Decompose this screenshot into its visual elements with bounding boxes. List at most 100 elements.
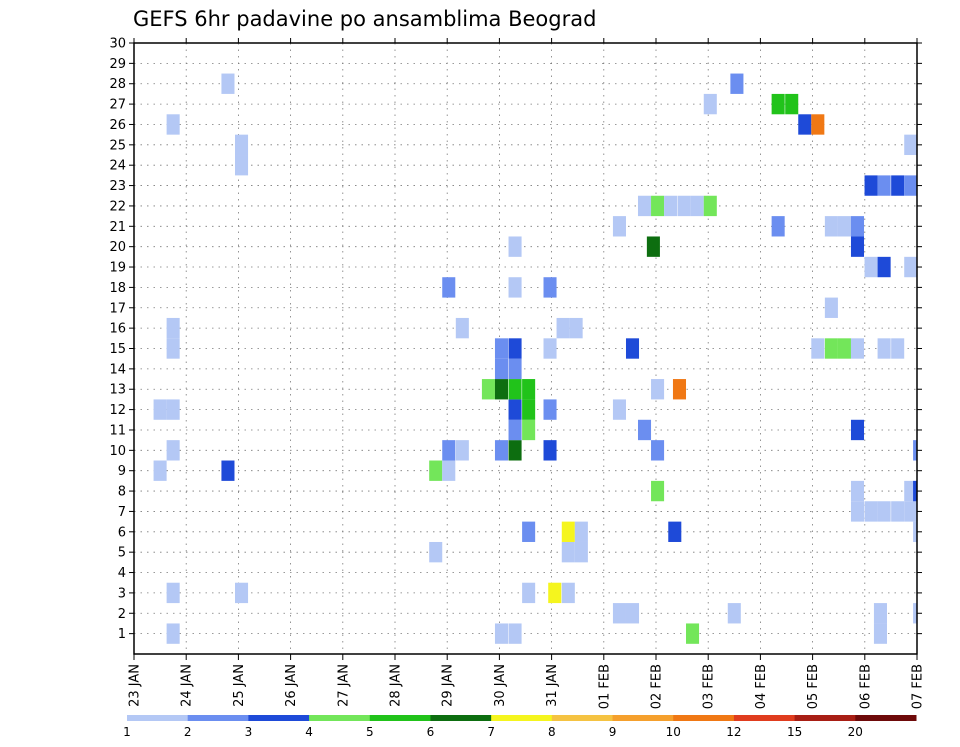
heatmap-cell [508,399,522,420]
colorbar-label: 9 [609,725,617,739]
y-tick-label: 17 [109,301,126,316]
y-tick-label: 19 [109,261,126,276]
y-tick-label: 26 [109,118,126,133]
heatmap-cell [771,93,785,115]
colorbar-label: 10 [666,725,681,739]
heatmap-cell [891,338,905,359]
y-tick-label: 21 [109,220,126,235]
heatmap-cell [811,338,825,359]
heatmap-cell [556,317,570,339]
y-tick-label: 27 [109,98,126,113]
x-tick-label: 28 JAN [389,664,404,707]
heatmap-cell [864,175,878,196]
heatmap-cell [873,623,887,644]
heatmap-cell [442,440,456,461]
heatmap-cell [548,582,562,604]
heatmap-cell [891,501,905,522]
y-tick-label: 12 [109,403,126,418]
heatmap-cell [873,603,887,624]
heatmap-cell [508,236,522,257]
heatmap-cell [235,155,249,176]
y-tick-label: 15 [109,342,126,357]
heatmap-cell [561,521,575,542]
heatmap-cell [522,379,536,400]
heatmap-cell [877,338,891,359]
colorbar-swatch [369,715,431,721]
chart-title: GEFS 6hr padavine po ansamblima Beograd [133,7,596,31]
heatmap-cell [166,114,180,135]
colorbar-label: 5 [366,725,374,739]
heatmap-cell [508,338,522,359]
y-tick-label: 16 [109,322,126,337]
heatmap-cell [508,419,522,441]
heatmap-cell [429,460,443,481]
colorbar: 1 2 3 4 5 6 7 8 9 10 12 15 20 [123,715,917,739]
heatmap-cell [153,460,167,481]
heatmap-cell [455,440,469,461]
heatmap-cell [508,358,522,380]
heatmap-cell [850,216,865,237]
colorbar-label: 20 [848,725,863,739]
heatmap-cell [442,277,456,298]
colorbar-swatch [309,715,371,721]
heatmap-cell [166,582,180,604]
colorbar-swatch [551,715,614,721]
heatmap-cell [664,195,678,217]
heatmap-cell [166,317,180,339]
y-tick-label: 24 [109,159,126,174]
heatmap-cell [625,338,640,359]
heatmap-cell [877,256,891,278]
heatmap-cell [637,419,652,441]
x-tick-label: 29 JAN [441,664,456,707]
heatmap-cell [913,603,917,624]
heatmap-cell [771,216,785,237]
y-tick-label: 6 [118,525,126,540]
heatmap-cell [235,582,249,604]
heatmap-cell [481,379,495,400]
heatmap-cell [561,541,575,563]
heatmap-cell [646,236,660,257]
colorbar-label: 12 [726,725,741,739]
heatmap-cell [877,175,891,196]
x-axis: 23 JAN 24 JAN 25 JAN 26 JAN 27 JAN 28 JAN 29 J… [128,38,926,709]
x-tick-label: 24 JAN [180,664,195,707]
colorbar-swatch [248,715,310,721]
y-tick-label: 1 [118,627,126,642]
x-tick-label: 25 JAN [232,664,247,707]
heatmap-cell [651,440,665,461]
y-tick-label: 30 [109,37,126,52]
heatmap-cell [221,73,235,94]
heatmap-cell [561,582,575,604]
x-tick-label: 23 JAN [128,664,143,707]
y-tick-label: 28 [109,77,126,92]
colorbar-label: 6 [427,725,435,739]
heatmap-cell [730,73,744,94]
heatmap-cell [522,521,536,542]
colorbar-swatch [187,715,249,721]
heatmap-cell [686,623,700,644]
heatmap-cell [672,379,687,400]
y-tick-label: 25 [109,138,126,153]
heatmap-cell [904,134,917,156]
heatmap-cell [455,317,469,339]
heatmap-cell [690,195,704,217]
x-tick-label: 30 JAN [493,664,508,707]
heatmap-cell [850,419,865,441]
y-tick-label: 13 [109,383,126,398]
heatmap-cell [442,460,456,481]
y-tick-label: 9 [118,464,126,479]
heatmap-cell [703,93,717,115]
heatmap-cell [522,419,536,441]
y-tick-label: 2 [118,607,126,622]
heatmap-cell [574,521,588,542]
heatmap-cell [668,521,682,542]
heatmap-cell [850,501,865,522]
heatmap-cell [543,440,557,461]
colorbar-label: 1 [123,725,131,739]
heatmap-cell [522,399,536,420]
heatmap-cell [153,399,167,420]
heatmap-cell [904,175,917,196]
heatmap-cell [574,541,588,563]
colorbar-label: 4 [305,725,313,739]
